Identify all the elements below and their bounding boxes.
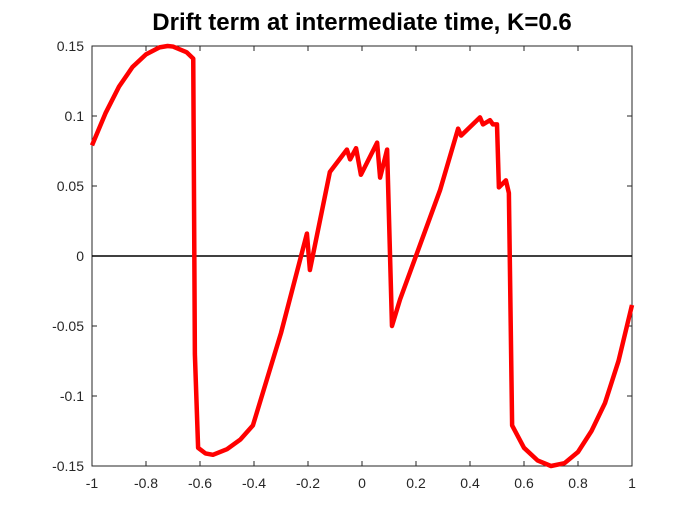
data-line — [89, 43, 635, 469]
y-tick-label: -0.15 — [52, 458, 84, 474]
y-tick-label: -0.1 — [60, 388, 84, 404]
y-tick-label: 0.15 — [57, 38, 84, 54]
x-tick-label: -0.4 — [242, 475, 266, 491]
x-tick-label: 0 — [358, 475, 366, 491]
x-tick-label: -0.2 — [296, 475, 320, 491]
x-tick-label: -1 — [86, 475, 99, 491]
x-tick-label: -0.8 — [134, 475, 158, 491]
y-tick-label: 0 — [76, 248, 84, 264]
y-tick-label: 0.1 — [65, 108, 85, 124]
x-tick-label: 0.4 — [460, 475, 480, 491]
x-tick-label: 0.6 — [514, 475, 534, 491]
chart-title: Drift term at intermediate time, K=0.6 — [152, 9, 571, 36]
x-tick-label: -0.6 — [188, 475, 212, 491]
y-tick-label: -0.05 — [52, 318, 84, 334]
x-tick-label: 1 — [628, 475, 636, 491]
y-tick-label: 0.05 — [57, 178, 84, 194]
x-tick-label: 0.2 — [406, 475, 426, 491]
x-tick-label: 0.8 — [568, 475, 588, 491]
